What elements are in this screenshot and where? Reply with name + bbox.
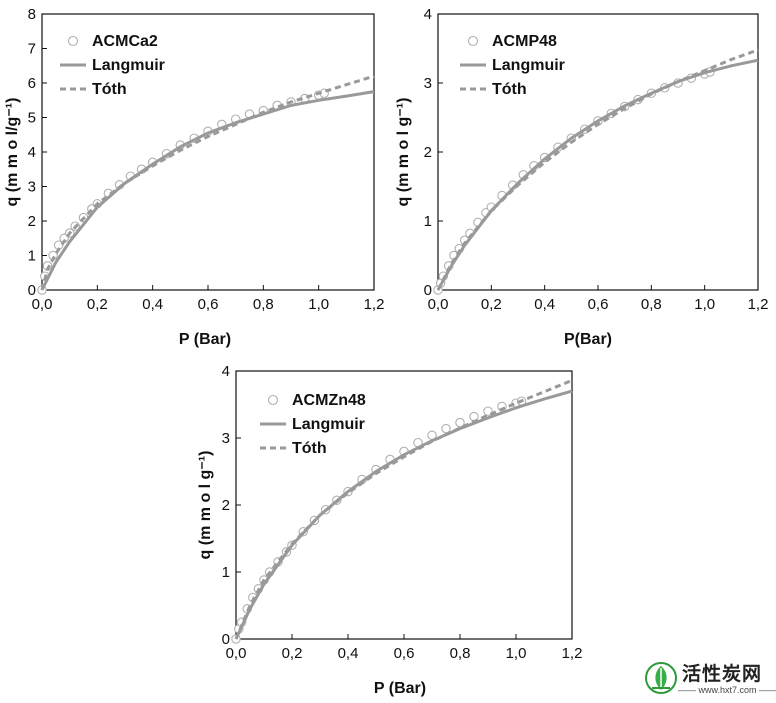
series-markers (37, 88, 329, 295)
x-tick-label: 0,6 (588, 296, 609, 313)
legend-label: Tóth (292, 440, 327, 457)
y-tick-label: 2 (28, 213, 36, 230)
x-tick-label: 1,0 (308, 296, 329, 313)
x-tick-label: 0,8 (450, 645, 471, 662)
x-tick-label: 0,2 (87, 296, 108, 313)
y-tick-label: 3 (424, 75, 432, 92)
y-tick-label: 2 (424, 144, 432, 161)
data-point (441, 423, 451, 434)
y-tick-label: 8 (28, 6, 36, 23)
legend-marker-icon (267, 394, 279, 406)
x-axis-label: P(Bar) (564, 331, 612, 348)
x-tick-label: 0,0 (226, 645, 247, 662)
y-tick-label: 3 (28, 179, 36, 196)
y-tick-label: 3 (222, 430, 230, 447)
chart-acmzn48-plot: 0,0 0,2 0,4 0,6 0,8 1,0 1,2 0 1 2 3 4 P (Bar) q (m m … (197, 363, 582, 697)
langmuir-fit-line (234, 389, 573, 640)
x-tick-label: 0,2 (481, 296, 502, 313)
x-tick-label: 0,4 (338, 645, 359, 662)
chart-acmp48-plot: 0,0 0,2 0,4 0,6 0,8 1,0 1,2 0 1 2 3 4 P(Bar) q (m m o… (395, 6, 768, 348)
plot-frame (41, 13, 375, 291)
plot-frame (437, 13, 759, 291)
legend-marker-icon (67, 35, 79, 47)
y-tick-label: 0 (424, 282, 432, 299)
x-tick-label: 1,0 (694, 296, 715, 313)
y-tick-label: 1 (222, 564, 230, 581)
y-tick-label: 7 (28, 41, 36, 58)
x-tick-label: 0,6 (394, 645, 415, 662)
y-tick-label: 1 (424, 213, 432, 230)
x-tick-label: 0,0 (428, 296, 449, 313)
x-tick-label: 0,2 (282, 645, 303, 662)
y-tick-label: 4 (424, 6, 432, 23)
legend: ACMP48 Langmuir Tóth (460, 33, 565, 98)
legend-label: Tóth (492, 81, 527, 98)
y-axis-label: q (m m o l/g⁻¹) (4, 98, 21, 207)
legend-label: Langmuir (492, 57, 565, 74)
x-tick-label: 1,0 (506, 645, 527, 662)
x-tick-label: 0,4 (142, 296, 163, 313)
legend-label: Tóth (92, 81, 127, 98)
y-tick-label: 1 (28, 248, 36, 265)
x-axis-label: P (Bar) (179, 331, 231, 348)
x-tick-label: 0,8 (641, 296, 662, 313)
chart-acmca2: 0,0 0,2 0,4 0,6 0,8 1,0 1,2 0 1 2 3 4 5 6 7 8 P (Bar) q (… (4, 6, 384, 348)
watermark-url: —— www.hxt7.com —— (678, 685, 776, 695)
x-tick-label: 1,2 (562, 645, 583, 662)
y-tick-label: 4 (28, 144, 36, 161)
legend-marker-icon (467, 35, 479, 47)
x-tick-label: 1,2 (364, 296, 385, 313)
site-watermark: 活性炭网 —— www.hxt7.com —— (644, 658, 776, 702)
legend-label: Langmuir (292, 416, 365, 433)
y-tick-label: 6 (28, 75, 36, 92)
langmuir-fit-line (436, 58, 759, 291)
x-axis-label: P (Bar) (374, 680, 426, 697)
toth-fit-line (436, 48, 759, 291)
legend-label: Langmuir (92, 57, 165, 74)
legend-label: ACMZn48 (292, 392, 366, 409)
y-tick-label: 4 (222, 363, 230, 380)
y-tick-label: 0 (28, 282, 36, 299)
x-tick-label: 0,0 (32, 296, 53, 313)
langmuir-fit-line (40, 90, 375, 291)
legend: ACMZn48 Langmuir Tóth (260, 392, 366, 457)
data-point (455, 417, 465, 428)
watermark-title: 活性炭网 (682, 663, 763, 685)
legend: ACMCa2 Langmuir Tóth (60, 33, 165, 98)
x-tick-label: 1,2 (748, 296, 769, 313)
series-markers (433, 67, 715, 295)
leaf-logo-icon (645, 662, 677, 694)
y-tick-label: 0 (222, 631, 230, 648)
toth-fit-line (40, 74, 375, 291)
chart-acmca2-plot: 0,0 0,2 0,4 0,6 0,8 1,0 1,2 0 1 2 3 4 5 6 7 8 P (Bar) q (… (4, 6, 384, 348)
x-tick-label: 0,8 (253, 296, 274, 313)
series-markers (231, 396, 527, 644)
y-axis-label: q (m m o l g⁻¹) (197, 451, 214, 560)
plot-frame (235, 370, 573, 640)
legend-label: ACMP48 (492, 33, 557, 50)
y-tick-label: 5 (28, 110, 36, 127)
legend-label: ACMCa2 (92, 33, 158, 50)
y-axis-label: q (m m o l g⁻¹) (395, 98, 412, 207)
x-tick-label: 0,4 (534, 296, 555, 313)
y-tick-label: 2 (222, 497, 230, 514)
watermark-url-text: www.hxt7.com (698, 685, 757, 695)
chart-acmp48: 0,0 0,2 0,4 0,6 0,8 1,0 1,2 0 1 2 3 4 P(Bar) q (m m o… (395, 6, 768, 348)
toth-fit-line (234, 379, 573, 640)
chart-acmzn48: 0,0 0,2 0,4 0,6 0,8 1,0 1,2 0 1 2 3 4 P (Bar) q (m m … (197, 363, 582, 697)
x-tick-label: 0,6 (198, 296, 219, 313)
